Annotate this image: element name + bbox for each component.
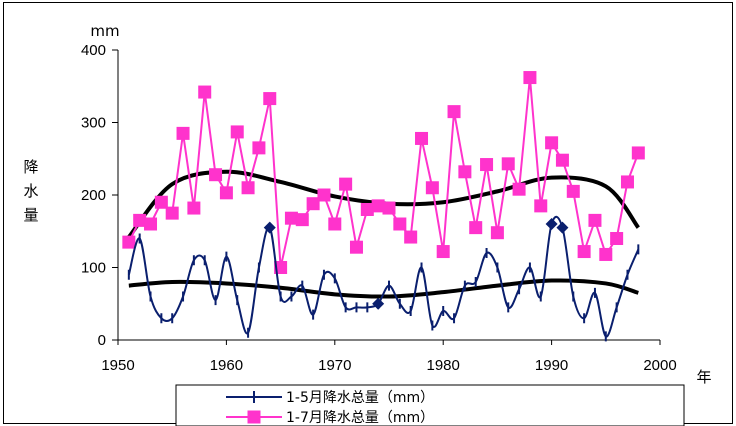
- series-1-7-marker: [631, 146, 645, 160]
- x-tick-label: 1950: [101, 357, 134, 374]
- series-1-7-marker: [599, 247, 613, 261]
- series-1-7-marker: [534, 199, 548, 213]
- series-1-5-diamond-marker: [545, 218, 558, 230]
- series-1-7-marker: [252, 141, 266, 155]
- series-1-5-line: [127, 215, 640, 338]
- series-1-7-marker: [295, 213, 309, 227]
- series-1-7-marker: [404, 230, 418, 244]
- legend-1-7-marker: [247, 410, 261, 424]
- series-1-7-marker: [122, 235, 136, 249]
- series-1-7-marker: [480, 158, 494, 172]
- y-unit-label: mm: [90, 22, 119, 40]
- series-1-7-marker: [610, 232, 624, 245]
- series-1-7-marker: [523, 71, 537, 85]
- legend-1-5-label: 1-5月降水总量（mm）: [286, 390, 434, 406]
- legend: 1-5月降水总量（mm） 1-7月降水总量（mm）: [175, 384, 685, 426]
- series-1-5-diamond-marker: [263, 221, 276, 234]
- trend-lines: [127, 169, 640, 299]
- y-tick-label: 400: [81, 42, 106, 59]
- series-1-7-marker: [512, 182, 526, 196]
- y-tick-label: 0: [98, 332, 106, 349]
- x-tick-label: 1970: [318, 357, 351, 374]
- series-1-7-marker: [371, 199, 385, 213]
- series-1-7-marker: [415, 131, 429, 145]
- series-1-5-diamond-marker: [372, 297, 385, 310]
- series-1-7-marker: [393, 217, 407, 231]
- series-1-7-marker: [458, 165, 472, 179]
- series-1-7-marker: [176, 126, 190, 140]
- series-1-5-diamond-marker: [556, 221, 569, 234]
- y-axis-label-char: 降: [23, 158, 38, 176]
- series-1-7-marker: [588, 213, 602, 227]
- series-1-7-marker: [425, 181, 439, 195]
- x-tick-label: 1960: [210, 357, 243, 374]
- series-1-7-marker: [154, 195, 168, 209]
- series-1-7-marker: [187, 201, 201, 215]
- series-1-7-marker: [360, 203, 374, 216]
- series-1-7-marker: [577, 245, 591, 259]
- series-1-7-marker: [198, 85, 212, 99]
- series-1-7-marker: [349, 240, 363, 254]
- plot-series: [122, 71, 645, 342]
- series-1-7-marker: [328, 217, 342, 231]
- series-1-7-marker: [306, 197, 320, 211]
- y-tick-label: 100: [81, 260, 106, 277]
- series-1-7-marker: [219, 186, 233, 200]
- series-1-7-marker: [436, 245, 450, 259]
- x-tick-label: 1990: [535, 357, 568, 374]
- series-1-7-marker: [339, 177, 353, 191]
- series-1-7-marker: [165, 206, 179, 220]
- series-1-7-marker: [133, 213, 147, 227]
- x-tick-label: 1980: [427, 357, 460, 374]
- series-1-7-marker: [144, 217, 158, 231]
- y-tick-label: 200: [81, 187, 106, 204]
- series-1-7-marker: [317, 188, 331, 202]
- series-1-7-marker: [241, 181, 255, 195]
- axes: 0 100 200 300 400 1950 1960 1970 1980 1990 2000: [81, 42, 677, 374]
- legend-1-7-label: 1-7月降水总量（mm）: [286, 410, 434, 426]
- series-1-7-marker: [382, 201, 396, 215]
- series-1-7-marker: [490, 226, 504, 240]
- series-1-7-marker: [230, 125, 244, 139]
- y-axis-label: 降水量: [23, 158, 38, 224]
- series-1-7-marker: [284, 211, 298, 225]
- series-1-7-marker: [209, 168, 223, 182]
- series-1-7-marker: [469, 221, 483, 235]
- series-1-7-marker: [555, 153, 569, 167]
- series-1-7-marker: [501, 157, 515, 171]
- series-1-7-marker: [447, 105, 461, 119]
- series-1-7-marker: [620, 175, 634, 189]
- y-axis-label-char: 水: [23, 182, 38, 200]
- x-tick-label: 2000: [643, 357, 676, 374]
- y-axis-label-char: 量: [23, 206, 38, 224]
- x-axis-label: 年: [696, 368, 711, 386]
- series-1-7-marker: [545, 136, 559, 150]
- series-1-7-marker: [274, 261, 288, 274]
- y-tick-label: 300: [81, 115, 106, 132]
- series-1-7-marker: [263, 92, 277, 106]
- series-1-7-marker: [566, 184, 580, 198]
- legend-box: [175, 384, 685, 426]
